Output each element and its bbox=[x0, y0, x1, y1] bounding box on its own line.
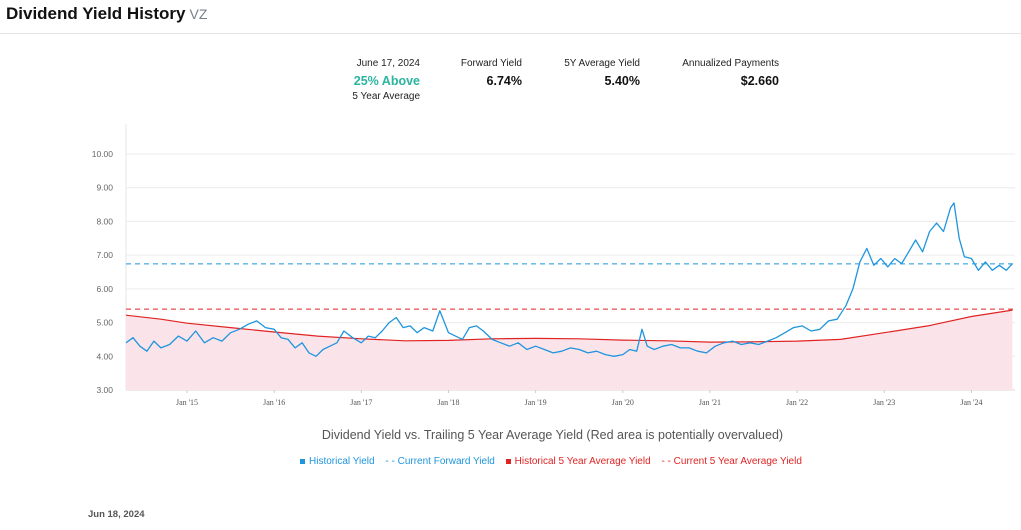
y-tick-label: 8.00 bbox=[96, 216, 113, 226]
legend-item-historical-yield[interactable]: Historical Yield bbox=[300, 456, 379, 467]
x-tick-label: Jan '24 bbox=[960, 398, 982, 407]
chart-legend: Historical Yield - - Current Forward Yie… bbox=[300, 456, 810, 467]
legend-item-historical-average-yield[interactable]: Historical 5 Year Average Yield bbox=[505, 456, 655, 467]
stat-relative-note: 5 Year Average bbox=[352, 91, 420, 102]
stat-payments-value: $2.660 bbox=[740, 74, 779, 88]
x-tick-label: Jan '23 bbox=[873, 398, 895, 407]
y-tick-label: 5.00 bbox=[96, 318, 113, 328]
x-tick-label: Jan '20 bbox=[612, 398, 634, 407]
stat-payments-label: Annualized Payments bbox=[682, 58, 779, 69]
chart-caption: Dividend Yield vs. Trailing 5 Year Avera… bbox=[321, 428, 784, 442]
footer-date: Jun 18, 2024 bbox=[88, 509, 145, 520]
y-tick-label: 6.00 bbox=[96, 284, 113, 294]
y-tick-label: 7.00 bbox=[96, 250, 113, 260]
x-tick-label: Jan '17 bbox=[350, 398, 372, 407]
stat-relative-value: 25% Above bbox=[353, 74, 420, 88]
stat-forward-yield-label: Forward Yield bbox=[460, 58, 522, 69]
average-yield-line bbox=[125, 309, 1013, 343]
stat-payments: Annualized Payments $2.660 bbox=[682, 58, 779, 88]
stat-average-yield-value: 5.40% bbox=[604, 74, 640, 88]
legend-marker-historical-yield bbox=[300, 458, 305, 464]
average-yield-area bbox=[126, 310, 1013, 390]
stat-relative: June 17, 2024 25% Above 5 Year Average bbox=[352, 58, 420, 102]
stat-date: June 17, 2024 bbox=[356, 58, 420, 69]
y-tick-label: 4.00 bbox=[96, 351, 113, 361]
title-bar: Dividend Yield History VZ bbox=[0, 0, 1021, 34]
y-tick-label: 9.00 bbox=[96, 183, 113, 193]
stat-forward-yield-value: 6.74% bbox=[486, 74, 522, 88]
x-tick-label: Jan '15 bbox=[176, 398, 198, 407]
stat-average-yield: 5Y Average Yield 5.40% bbox=[564, 58, 640, 88]
x-tick-label: Jan '21 bbox=[699, 398, 721, 407]
stat-forward-yield: Forward Yield 6.74% bbox=[461, 58, 522, 88]
stat-average-yield-label: 5Y Average Yield bbox=[564, 58, 640, 69]
ticker-label: VZ bbox=[189, 6, 208, 22]
x-tick-label: Jan '16 bbox=[263, 398, 285, 407]
x-tick-label: Jan '19 bbox=[525, 398, 547, 407]
legend-item-current-forward-yield[interactable]: - - Current Forward Yield bbox=[385, 456, 495, 467]
y-tick-label: 10.00 bbox=[92, 149, 114, 159]
page-title: Dividend Yield History VZ bbox=[6, 4, 208, 23]
legend-item-current-average-yield[interactable]: - - Current 5 Year Average Yield bbox=[661, 456, 802, 467]
legend-marker-historical-average-yield bbox=[505, 458, 511, 464]
historical-yield-line bbox=[125, 202, 1013, 357]
y-tick-label: 3.00 bbox=[96, 385, 113, 395]
x-tick-label: Jan '22 bbox=[786, 398, 808, 407]
x-tick-label: Jan '18 bbox=[437, 398, 459, 407]
yield-chart: 3.00 4.00 5.00 6.00 7.00 8.00 9.00 10.00 Jan '15… bbox=[92, 124, 1015, 407]
